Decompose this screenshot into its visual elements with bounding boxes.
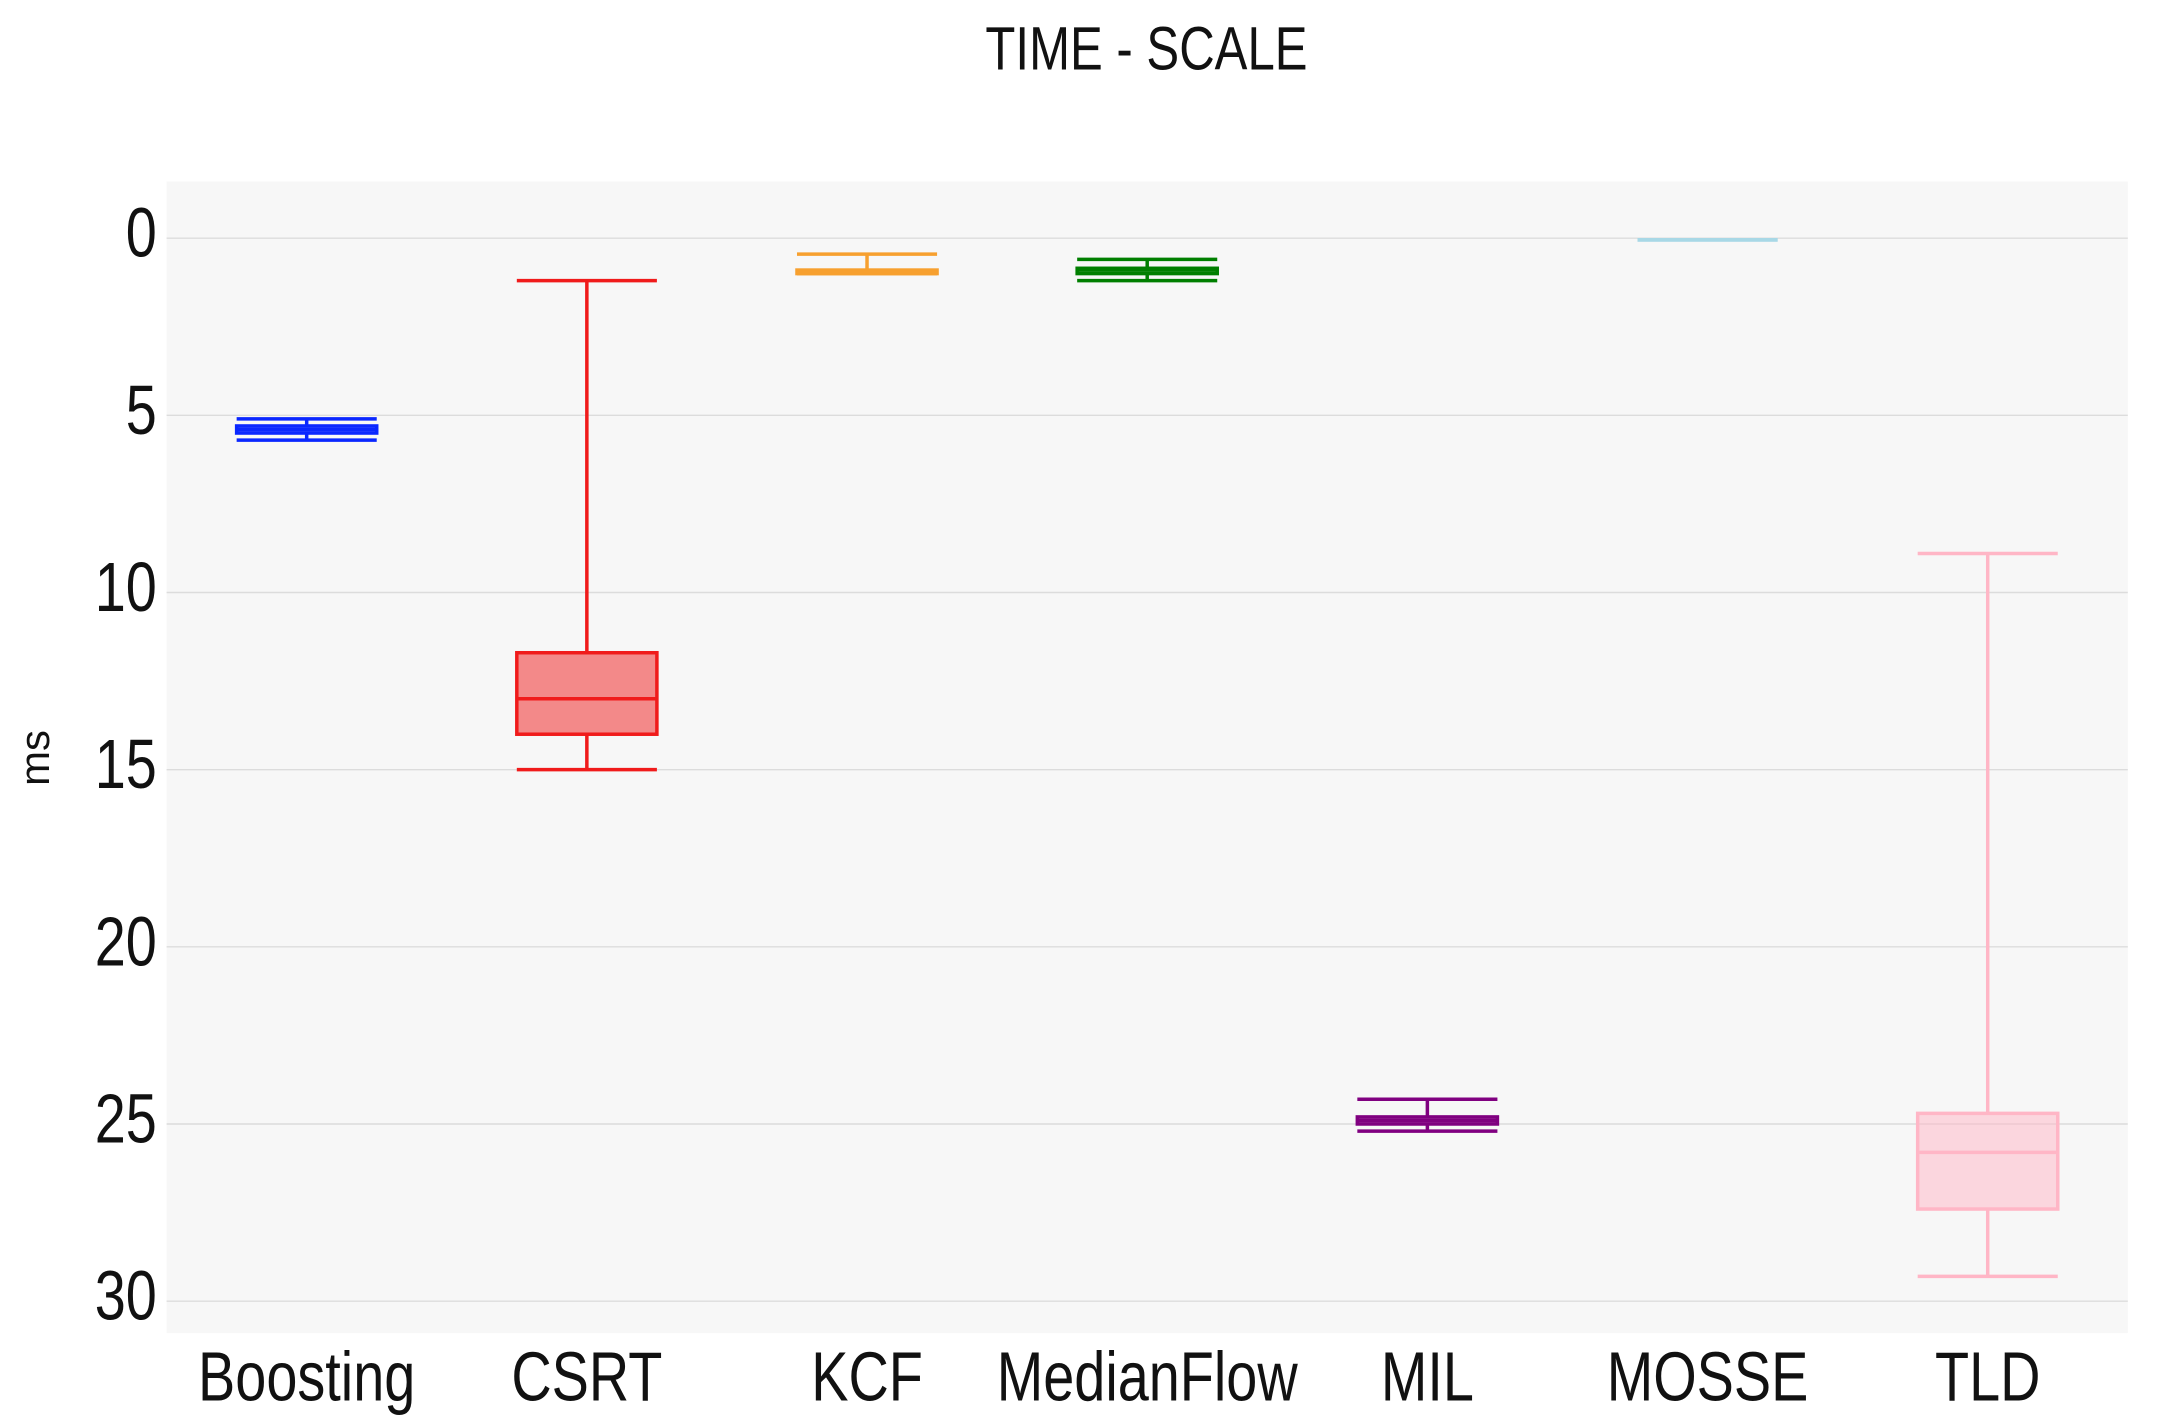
- y-tick-label: 20: [95, 903, 157, 980]
- chart-title: TIME - SCALE: [985, 14, 1307, 82]
- y-tick-label: 30: [95, 1258, 157, 1335]
- x-tick-label: MedianFlow: [997, 1339, 1298, 1416]
- x-tick-label: MIL: [1381, 1339, 1474, 1416]
- y-tick-label: 10: [95, 549, 157, 626]
- box: [515, 650, 659, 736]
- x-tick-label: KCF: [811, 1339, 923, 1416]
- y-tick-label: 0: [126, 195, 157, 272]
- x-tick-label: MOSSE: [1607, 1339, 1809, 1416]
- y-tick-label: 15: [95, 726, 157, 803]
- y-tick-label: 25: [95, 1081, 157, 1158]
- x-tick-label: TLD: [1935, 1339, 2040, 1416]
- plot-area: [166, 181, 2128, 1334]
- x-tick-label: CSRT: [511, 1339, 662, 1416]
- y-tick-label: 5: [126, 372, 157, 449]
- x-tick-label: Boosting: [198, 1339, 415, 1416]
- y-axis-label: ms: [11, 730, 58, 786]
- box: [1915, 1111, 2060, 1211]
